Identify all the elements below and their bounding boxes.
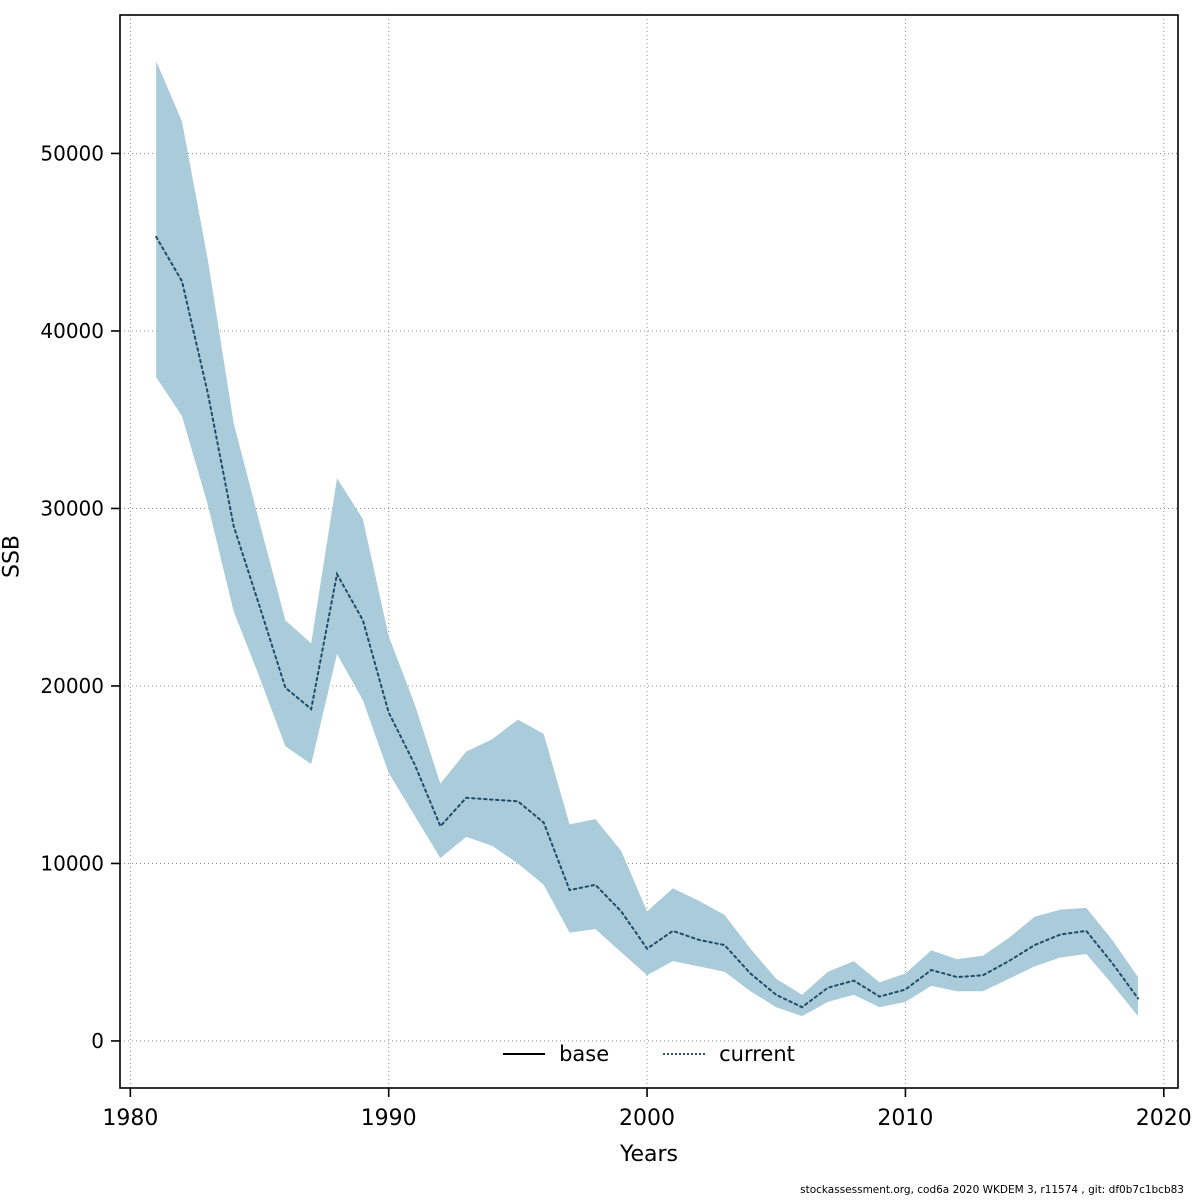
y-axis-label: SSB	[0, 534, 25, 579]
confidence-band	[156, 61, 1138, 1017]
x-tick-label: 2010	[877, 1106, 933, 1131]
y-tick-label: 0	[91, 1029, 104, 1053]
footer-attribution: stockassessment.org, cod6a 2020 WKDEM 3,…	[800, 1184, 1184, 1196]
x-tick-label: 2020	[1136, 1106, 1192, 1131]
y-tick-label: 20000	[40, 674, 104, 698]
x-tick-label: 1980	[102, 1106, 158, 1131]
legend-item-base: base	[503, 1042, 609, 1066]
x-tick-label: 1990	[361, 1106, 417, 1131]
current-ssb-line	[155, 235, 1139, 1009]
legend-label-base: base	[559, 1042, 610, 1066]
y-tick-label: 10000	[40, 851, 104, 875]
x-axis-label: Years	[619, 1142, 679, 1167]
x-tick-label: 2000	[619, 1106, 675, 1131]
plot-border	[119, 14, 1179, 1089]
legend-label-current: current	[719, 1042, 795, 1066]
legend-item-current: current	[663, 1042, 795, 1066]
base-line-swatch	[503, 1053, 546, 1055]
y-tick-label: 50000	[40, 141, 104, 165]
current-line-swatch	[663, 1053, 706, 1055]
y-tick-label: 40000	[40, 319, 104, 343]
y-tick-label: 30000	[40, 496, 104, 520]
chart-legend: base current	[120, 1042, 1178, 1066]
